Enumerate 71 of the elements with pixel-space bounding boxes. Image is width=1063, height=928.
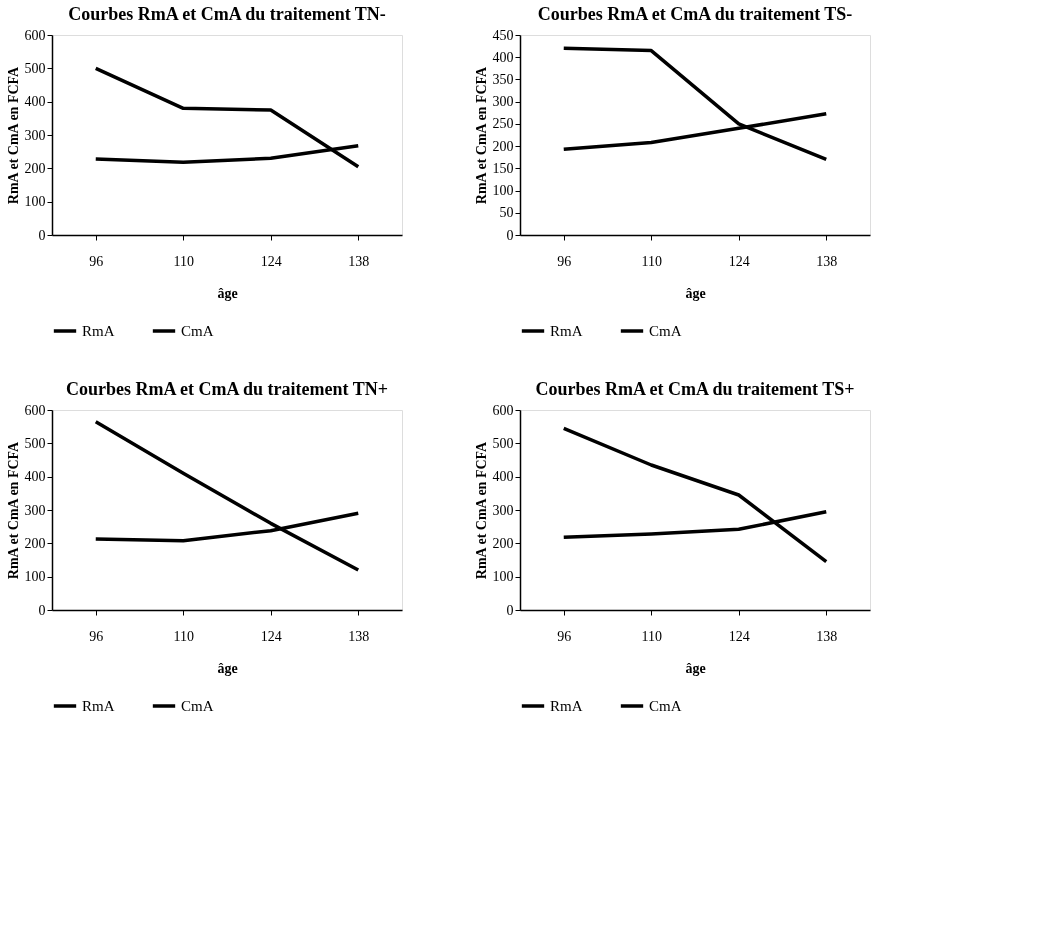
- x-tick-label: 96: [557, 253, 572, 269]
- y-tick-label: 200: [492, 138, 514, 154]
- legend-label: RmA: [82, 323, 115, 339]
- y-axis-title: RmA et CmA en FCFA: [5, 65, 21, 205]
- y-tick-label: 0: [506, 227, 514, 243]
- x-axis-title: âge: [685, 285, 706, 301]
- y-tick-label: 600: [492, 402, 514, 418]
- x-tick-label: 138: [816, 628, 838, 644]
- legend-label: RmA: [82, 698, 115, 714]
- line-series: [562, 46, 828, 162]
- x-tick-label: 124: [260, 628, 282, 644]
- y-tick-label: 400: [24, 469, 46, 485]
- y-tick-label: 100: [492, 183, 514, 199]
- x-tick-label: 96: [89, 628, 104, 644]
- y-tick-label: 100: [24, 569, 46, 585]
- x-tick-label: 124: [728, 253, 750, 269]
- y-tick-label: 150: [492, 160, 514, 176]
- y-tick-label: 500: [492, 435, 514, 451]
- y-tick-label: 400: [492, 49, 514, 65]
- y-tick-label: 50: [499, 205, 514, 221]
- y-tick-label: 400: [492, 469, 514, 485]
- x-tick-label: 124: [260, 253, 282, 269]
- y-tick-label: 100: [24, 194, 46, 210]
- x-tick-label: 110: [641, 253, 662, 269]
- y-tick-label: 450: [492, 27, 514, 43]
- x-tick-label: 138: [348, 253, 370, 269]
- y-tick-label: 500: [24, 435, 46, 451]
- y-tick-label: 400: [24, 94, 46, 110]
- line-series: [94, 66, 360, 169]
- y-tick-label: 300: [24, 502, 46, 518]
- legend-label: CmA: [649, 698, 682, 714]
- chart-title: Courbes RmA et CmA du traitement TS+: [535, 379, 855, 399]
- y-tick-label: 0: [38, 227, 46, 243]
- x-tick-label: 138: [348, 628, 370, 644]
- y-axis-title: RmA et CmA en FCFA: [5, 440, 21, 580]
- y-tick-label: 300: [492, 502, 514, 518]
- y-tick-label: 0: [506, 602, 514, 618]
- y-tick-label: 600: [24, 27, 46, 43]
- x-tick-label: 110: [173, 628, 194, 644]
- x-tick-label: 110: [173, 253, 194, 269]
- y-tick-label: 200: [24, 160, 46, 176]
- x-tick-label: 110: [641, 628, 662, 644]
- x-tick-label: 96: [89, 253, 104, 269]
- y-tick-label: 200: [24, 535, 46, 551]
- y-tick-label: 600: [24, 402, 46, 418]
- y-tick-label: 500: [24, 60, 46, 76]
- y-tick-label: 100: [492, 569, 514, 585]
- legend-label: CmA: [181, 698, 214, 714]
- legend-label: RmA: [550, 698, 583, 714]
- x-tick-label: 138: [816, 253, 838, 269]
- legend-label: CmA: [181, 323, 214, 339]
- y-axis-title: RmA et CmA en FCFA: [473, 65, 489, 205]
- y-tick-label: 0: [38, 602, 46, 618]
- chart-title: Courbes RmA et CmA du traitement TN+: [66, 379, 388, 399]
- y-tick-label: 250: [492, 116, 514, 132]
- y-tick-label: 300: [492, 94, 514, 110]
- line-series: [94, 419, 360, 572]
- x-axis-title: âge: [685, 660, 706, 676]
- x-tick-label: 124: [728, 628, 750, 644]
- chart-title: Courbes RmA et CmA du traitement TN-: [68, 4, 386, 24]
- line-series: [562, 426, 828, 564]
- x-tick-label: 96: [557, 628, 572, 644]
- legend-label: RmA: [550, 323, 583, 339]
- y-tick-label: 300: [24, 127, 46, 143]
- x-axis-title: âge: [217, 285, 238, 301]
- y-tick-label: 350: [492, 71, 514, 87]
- x-axis-title: âge: [217, 660, 238, 676]
- y-axis-title: RmA et CmA en FCFA: [473, 440, 489, 580]
- chart-title: Courbes RmA et CmA du traitement TS-: [537, 4, 853, 24]
- y-tick-label: 200: [492, 535, 514, 551]
- legend-label: CmA: [649, 323, 682, 339]
